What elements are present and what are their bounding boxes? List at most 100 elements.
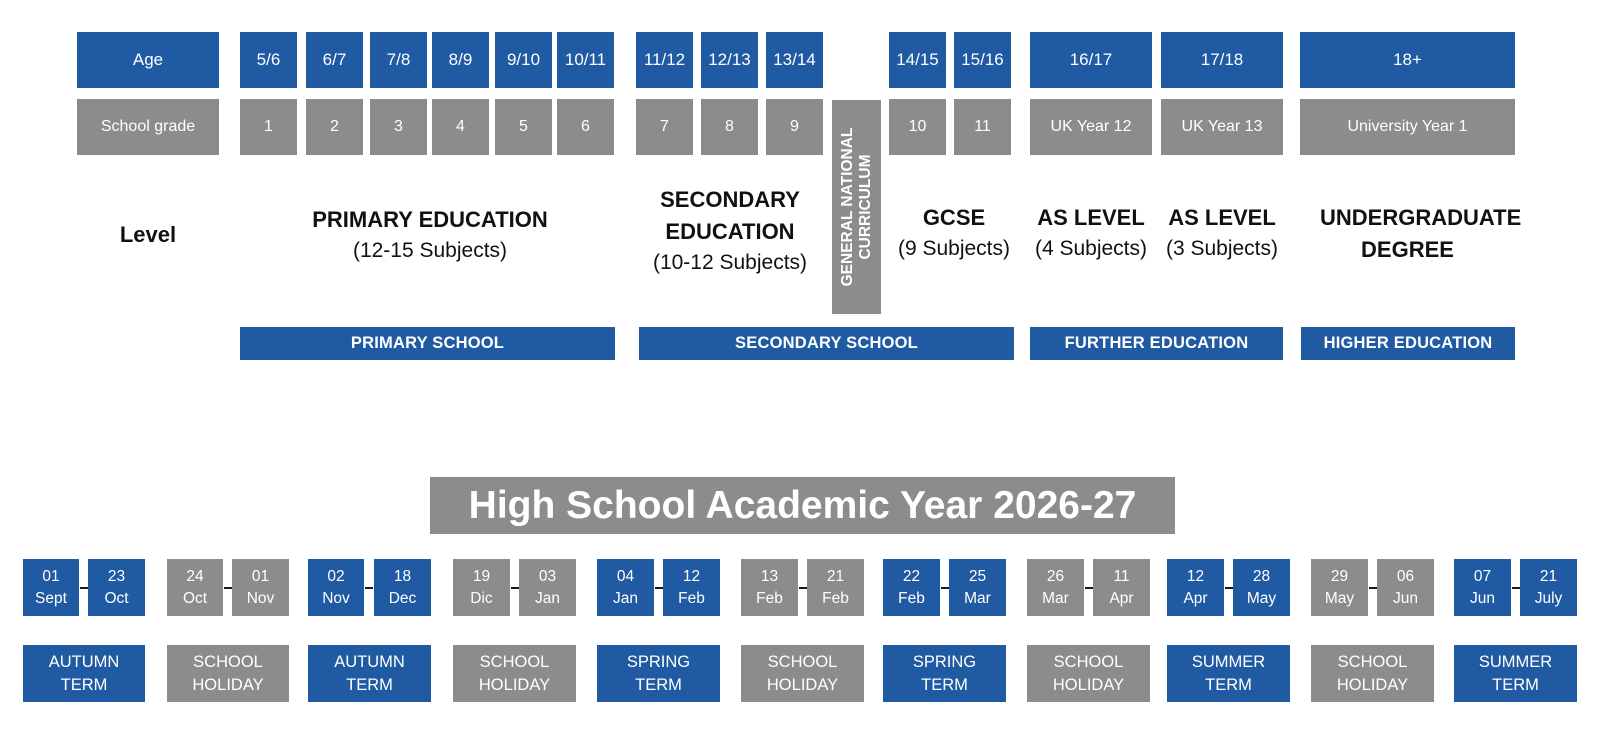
term-label-line1: SCHOOL <box>1053 652 1124 671</box>
grade-cell: 7 <box>636 99 693 155</box>
period-end-date: 06 Jun <box>1377 559 1434 616</box>
period-end-date: 01 Nov <box>232 559 289 616</box>
age-cell: 5/6 <box>240 32 297 88</box>
date-range-dash <box>224 587 232 589</box>
level-subtitle: (10-12 Subjects) <box>652 251 808 274</box>
grade-cell: 5 <box>495 99 552 155</box>
period-end-date: 23 Oct <box>88 559 145 616</box>
date-range-dash <box>941 587 949 589</box>
level-title: AS LEVEL <box>1168 205 1276 230</box>
date-month: Feb <box>756 589 783 607</box>
date-range-dash <box>655 587 663 589</box>
date-day: 01 <box>42 567 60 585</box>
age-cell: 16/17 <box>1030 32 1152 88</box>
grade-cell: 3 <box>370 99 427 155</box>
level-primary: PRIMARY EDUCATION (12-15 Subjects) <box>240 204 620 266</box>
period-start-date: 13 Feb <box>741 559 798 616</box>
date-range-dash <box>1085 587 1093 589</box>
grade-header: School grade <box>77 99 219 155</box>
age-cell: 17/18 <box>1161 32 1283 88</box>
level-title: SECONDARY EDUCATION <box>660 187 800 244</box>
period-start-date: 12 Apr <box>1167 559 1224 616</box>
date-range-dash <box>511 587 519 589</box>
grade-cell: 10 <box>889 99 946 155</box>
level-undergraduate: UNDERGRADUATE DEGREE <box>1300 202 1521 266</box>
date-day: 22 <box>902 567 921 585</box>
level-title: PRIMARY EDUCATION <box>312 207 548 232</box>
date-day: 23 <box>107 567 126 585</box>
age-header: Age <box>77 32 219 88</box>
age-cell: 14/15 <box>889 32 946 88</box>
grade-cell: University Year 1 <box>1300 99 1515 155</box>
age-cell: 10/11 <box>557 32 614 88</box>
period-end-date: 18 Dec <box>374 559 431 616</box>
date-month: Feb <box>678 589 705 607</box>
date-day: 28 <box>1252 567 1271 585</box>
date-day: 01 <box>251 567 270 585</box>
term-label-line2: HOLIDAY <box>1052 675 1125 694</box>
date-day: 18 <box>393 567 412 585</box>
period-end-date: 12 Feb <box>663 559 720 616</box>
date-month: Nov <box>246 589 275 607</box>
date-month: Feb <box>822 589 849 607</box>
grade-cell: 9 <box>766 99 823 155</box>
age-cell: 6/7 <box>306 32 363 88</box>
stage-further-education: FURTHER EDUCATION <box>1030 327 1283 360</box>
date-month: Mar <box>1042 589 1069 607</box>
age-cell: 7/8 <box>370 32 427 88</box>
date-range-dash <box>1225 587 1233 589</box>
date-day: 19 <box>472 567 491 585</box>
period-start-date: 01 Sept <box>23 559 79 616</box>
date-day: 04 <box>616 567 635 585</box>
date-day: 26 <box>1046 567 1065 585</box>
term-label: AUTUMN TERM <box>308 645 431 702</box>
age-cell: 12/13 <box>701 32 758 88</box>
level-title: AS LEVEL <box>1037 205 1145 230</box>
grade-cell: 2 <box>306 99 363 155</box>
term-label: AUTUMN TERM <box>23 645 145 702</box>
period-end-date: 21 July <box>1520 559 1577 616</box>
term-label: SUMMER TERM <box>1454 645 1577 702</box>
term-label: SPRING TERM <box>883 645 1006 702</box>
date-day: 29 <box>1330 567 1349 585</box>
level-title: GCSE <box>922 205 986 230</box>
date-day: 24 <box>186 567 204 585</box>
period-end-date: 03 Jan <box>519 559 576 616</box>
date-day: 21 <box>826 567 845 585</box>
term-label-line1: SPRING <box>912 652 977 671</box>
term-label-line1: SCHOOL <box>193 652 263 671</box>
period-end-date: 11 Apr <box>1093 559 1150 616</box>
date-month: Sept <box>35 589 67 607</box>
period-end-date: 25 Mar <box>949 559 1006 616</box>
date-range-dash <box>1369 587 1377 589</box>
date-month: Jan <box>535 589 560 607</box>
level-secondary: SECONDARY EDUCATION (10-12 Subjects) <box>636 184 824 278</box>
date-month: Jun <box>1393 589 1418 607</box>
term-label: SPRING TERM <box>597 645 720 702</box>
date-month: May <box>1324 589 1355 607</box>
holiday-label: SCHOOL HOLIDAY <box>1027 645 1150 702</box>
age-cell: 18+ <box>1300 32 1515 88</box>
term-label-line2: HOLIDAY <box>1336 675 1409 694</box>
period-start-date: 24 Oct <box>167 559 223 616</box>
date-month: Mar <box>964 589 991 607</box>
grade-cell: 1 <box>240 99 297 155</box>
date-month: July <box>1534 589 1563 607</box>
date-range-dash <box>80 587 88 589</box>
level-subtitle: (4 Subjects) <box>1034 237 1148 260</box>
period-end-date: 28 May <box>1233 559 1290 616</box>
term-label-line2: TERM <box>1205 675 1252 694</box>
age-cell: 11/12 <box>636 32 693 88</box>
term-label-line1: SUMMER <box>1191 652 1266 671</box>
period-start-date: 04 Jan <box>597 559 654 616</box>
calendar-title: High School Academic Year 2026-27 <box>430 477 1175 534</box>
term-label-line2: TERM <box>1492 675 1539 694</box>
grade-cell: 8 <box>701 99 758 155</box>
date-range-dash <box>799 587 807 589</box>
period-start-date: 02 Nov <box>308 559 364 616</box>
term-label-line1: SCHOOL <box>479 652 550 671</box>
date-day: 06 <box>1396 567 1415 585</box>
date-day: 07 <box>1473 567 1492 585</box>
date-day: 11 <box>1113 567 1130 585</box>
term-label-line1: SCHOOL <box>767 652 838 671</box>
